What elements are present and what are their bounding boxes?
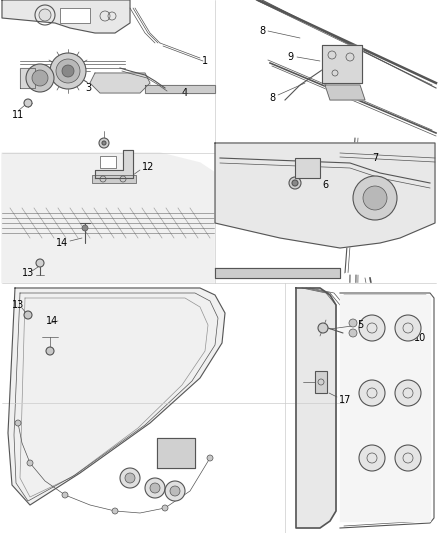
Text: 14: 14	[46, 316, 58, 326]
Circle shape	[170, 486, 180, 496]
Text: 12: 12	[142, 162, 154, 172]
Text: 8: 8	[269, 93, 275, 103]
Bar	[92, 175, 136, 183]
Circle shape	[46, 347, 54, 355]
Circle shape	[102, 141, 106, 145]
Text: 8: 8	[259, 26, 265, 36]
Circle shape	[50, 53, 86, 89]
Circle shape	[165, 481, 185, 501]
Text: 14: 14	[56, 238, 68, 248]
Polygon shape	[322, 45, 362, 83]
Circle shape	[359, 445, 385, 471]
Polygon shape	[157, 438, 195, 468]
Text: 10: 10	[414, 333, 426, 343]
Polygon shape	[325, 85, 365, 100]
Polygon shape	[2, 283, 228, 531]
Text: 7: 7	[372, 153, 378, 163]
Bar	[100, 156, 116, 168]
Circle shape	[62, 492, 68, 498]
Polygon shape	[290, 283, 436, 531]
Text: 13: 13	[22, 268, 34, 278]
Circle shape	[289, 177, 301, 189]
Circle shape	[395, 380, 421, 406]
Polygon shape	[215, 138, 435, 283]
Circle shape	[318, 323, 328, 333]
Polygon shape	[145, 85, 215, 93]
Circle shape	[349, 319, 357, 327]
Circle shape	[112, 508, 118, 514]
Circle shape	[207, 455, 213, 461]
Circle shape	[125, 473, 135, 483]
Text: 3: 3	[85, 83, 91, 93]
Circle shape	[15, 420, 21, 426]
Circle shape	[24, 99, 32, 107]
Polygon shape	[215, 268, 340, 278]
Text: 9: 9	[287, 52, 293, 62]
Circle shape	[349, 329, 357, 337]
Circle shape	[162, 505, 168, 511]
Circle shape	[26, 64, 54, 92]
Polygon shape	[90, 73, 150, 93]
Circle shape	[56, 59, 80, 83]
Circle shape	[32, 70, 48, 86]
Text: 4: 4	[182, 88, 188, 98]
Circle shape	[39, 9, 51, 21]
Polygon shape	[2, 0, 130, 33]
Circle shape	[36, 259, 44, 267]
Polygon shape	[340, 295, 430, 521]
Circle shape	[82, 225, 88, 231]
Bar	[295, 158, 320, 178]
Text: 6: 6	[322, 180, 328, 190]
Circle shape	[363, 186, 387, 210]
Circle shape	[150, 483, 160, 493]
Polygon shape	[296, 288, 336, 528]
Polygon shape	[2, 0, 215, 153]
Polygon shape	[2, 153, 215, 283]
Text: 13: 13	[12, 300, 24, 310]
Polygon shape	[215, 143, 435, 248]
Circle shape	[359, 315, 385, 341]
Circle shape	[99, 138, 109, 148]
Circle shape	[27, 460, 33, 466]
Circle shape	[24, 311, 32, 319]
Circle shape	[353, 176, 397, 220]
Bar	[315, 371, 327, 393]
Circle shape	[395, 445, 421, 471]
Polygon shape	[8, 288, 225, 505]
Bar	[60, 8, 90, 23]
Polygon shape	[20, 68, 35, 88]
Polygon shape	[230, 0, 436, 138]
Circle shape	[62, 65, 74, 77]
Polygon shape	[2, 153, 215, 283]
Polygon shape	[345, 273, 436, 403]
Circle shape	[145, 478, 165, 498]
Circle shape	[120, 468, 140, 488]
Text: 11: 11	[12, 110, 24, 120]
Text: 5: 5	[357, 320, 363, 330]
Circle shape	[292, 180, 298, 186]
Circle shape	[359, 380, 385, 406]
Circle shape	[395, 315, 421, 341]
Text: 17: 17	[339, 395, 351, 405]
Polygon shape	[95, 150, 133, 178]
Text: 1: 1	[202, 56, 208, 66]
